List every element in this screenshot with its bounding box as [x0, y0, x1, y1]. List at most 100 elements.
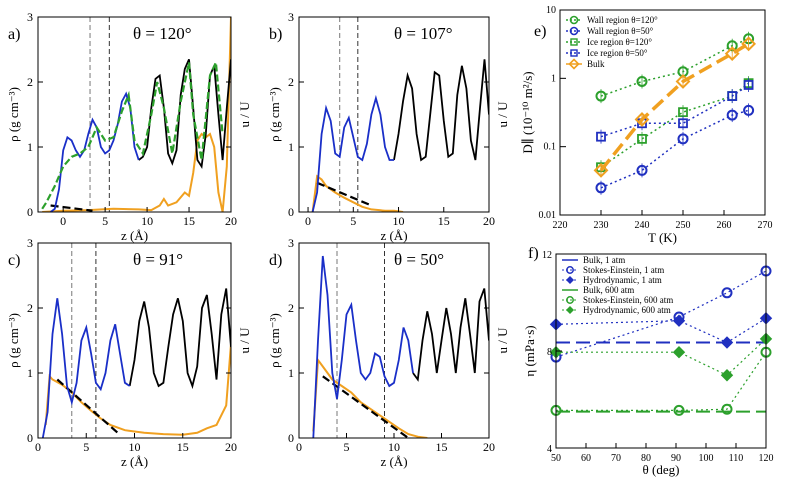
- x-tick-label: 50: [551, 453, 561, 464]
- y-tick-label: 2: [27, 301, 33, 315]
- legend-label: Bulk: [587, 59, 605, 69]
- series-e-0: [595, 31, 755, 104]
- legend-label: Hydrodynamic, 600 atm: [583, 305, 671, 315]
- data-point: [672, 314, 686, 327]
- x-tick-label: 0: [60, 214, 66, 228]
- x-tick-label: 250: [676, 220, 691, 231]
- density-bulk-line: [412, 288, 489, 382]
- data-point: [634, 112, 650, 127]
- series-line: [600, 84, 750, 138]
- x-tick-label: 0: [35, 440, 41, 454]
- velocity-profile-line: [44, 343, 231, 436]
- data-point: [724, 46, 740, 62]
- x-tick-label: 230: [594, 220, 609, 231]
- legend-label: Wall region θ=120°: [587, 15, 658, 25]
- data-point: [637, 133, 647, 144]
- series-line: [600, 109, 749, 189]
- density-bulk-line: [393, 59, 489, 162]
- density-bulk-line: [128, 288, 231, 390]
- series-line: [555, 270, 767, 358]
- y-tick-label: 2: [288, 75, 294, 89]
- legend-label: Ice region θ=120°: [587, 37, 652, 47]
- x-tick-label: 120: [759, 453, 774, 464]
- x-tick-label: 20: [225, 214, 237, 228]
- panel-label: c): [8, 252, 20, 269]
- data-point: [596, 131, 606, 142]
- x-axis-label: z (Å): [121, 454, 148, 469]
- x-tick-label: 10: [129, 440, 141, 454]
- y-tick-label: 3: [288, 10, 294, 24]
- data-point: [743, 80, 754, 90]
- x-tick-label: 0: [296, 440, 302, 454]
- series-line: [556, 338, 767, 377]
- x-tick-label: 5: [102, 214, 108, 228]
- data-point: [675, 74, 691, 89]
- legend-marker: [570, 49, 578, 57]
- data-point: [678, 107, 688, 118]
- axes-frame: [37, 242, 232, 439]
- x-axis-label: z (Å): [380, 454, 407, 469]
- data-point: [743, 104, 755, 116]
- y-tick-label: 3: [288, 236, 294, 250]
- x-tick-label: 80: [641, 453, 651, 464]
- x-tick-label: 5: [83, 440, 89, 454]
- panel-label: b): [269, 26, 282, 43]
- y-tick-label: 2: [288, 301, 294, 315]
- x-tick-label: 70: [611, 453, 621, 464]
- y-tick-label: 1: [288, 366, 294, 380]
- axes-frame: [298, 242, 490, 439]
- series-line: [600, 82, 750, 168]
- x-tick-label: 240: [635, 220, 650, 231]
- theta-label: θ = 120°: [133, 24, 192, 43]
- y-tick-label: 1: [27, 140, 33, 154]
- velocity-profile-line: [312, 357, 428, 438]
- x-axis-label: z (Å): [380, 228, 407, 243]
- legend-marker: [566, 296, 574, 304]
- series-line: [599, 42, 750, 172]
- series-line: [556, 351, 767, 411]
- data-point: [727, 91, 738, 101]
- x-tick-label: 15: [177, 440, 189, 454]
- x-tick-label: 20: [483, 214, 495, 228]
- theta-label: θ = 91°: [133, 250, 183, 269]
- x-axis-label: z (Å): [121, 228, 148, 243]
- velocity-fit-line: [50, 204, 93, 212]
- data-point: [720, 369, 734, 382]
- x-tick-label: 20: [483, 440, 495, 454]
- y-axis-label: ρ (g cm⁻³): [267, 313, 282, 368]
- panel-label: d): [269, 252, 282, 269]
- data-point: [595, 90, 607, 102]
- y2-axis-label: u / U: [237, 327, 252, 354]
- x-tick-label: 60: [581, 453, 591, 464]
- legend-label: Bulk, 1 atm: [583, 255, 625, 265]
- data-point: [673, 404, 685, 416]
- legend-marker: [569, 26, 579, 36]
- panel-a: 0 5 10 15 20 0 1 2 3 z (Å) ρ (g cm⁻³) u / U a) θ = 12…: [6, 10, 252, 243]
- y-tick-label: 0.1: [544, 142, 557, 153]
- axes-frame: [37, 16, 232, 213]
- legend-marker: [566, 306, 574, 314]
- data-point: [636, 164, 648, 176]
- density-reference-line: [41, 58, 224, 210]
- y-tick-label: 0: [27, 205, 33, 219]
- legend-label: Bulk, 600 atm: [583, 285, 634, 295]
- plot-area: [41, 17, 231, 212]
- panel-c: 0 5 10 15 20 0 1 2 3 z (Å) ρ (g cm⁻³) u / U c) θ = 91…: [6, 236, 252, 469]
- data-point: [677, 133, 689, 145]
- x-tick-label: 5: [344, 440, 350, 454]
- legend-marker: [570, 38, 578, 46]
- series-e-1: [595, 103, 755, 195]
- y-axis-label: D∥ (10⁻¹⁰ m²/s): [520, 71, 535, 153]
- y-tick-label: 8: [547, 347, 552, 358]
- x-tick-label: 10: [393, 214, 405, 228]
- x-tick-label: 20: [225, 440, 237, 454]
- x-axis-label: T (K): [648, 230, 677, 245]
- velocity-fit-line: [316, 181, 372, 207]
- theta-label: θ = 107°: [394, 24, 453, 43]
- plot-area: [312, 243, 489, 438]
- velocity-profile-line: [42, 17, 231, 212]
- legend-marker: [566, 276, 574, 284]
- y-tick-label: 1: [288, 140, 294, 154]
- data-point: [741, 36, 757, 52]
